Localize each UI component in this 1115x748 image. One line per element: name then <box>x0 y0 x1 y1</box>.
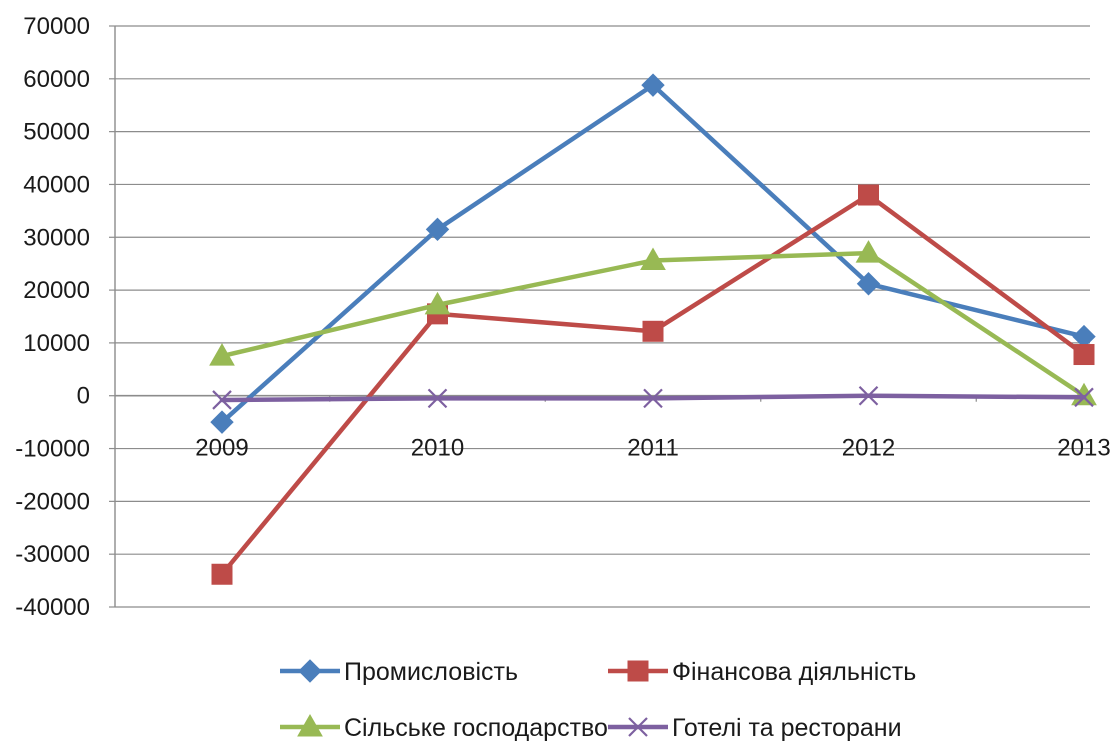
data-point-marker <box>209 343 235 366</box>
x-tick-label: 2010 <box>411 435 464 462</box>
data-point-marker <box>210 410 234 434</box>
data-point-marker <box>1071 382 1097 406</box>
x-tick-label: 2009 <box>195 435 248 462</box>
y-tick-label: 50000 <box>23 119 90 146</box>
legend-label: Сільське господарство <box>344 714 608 742</box>
data-point-marker <box>858 385 879 406</box>
data-point-marker <box>640 247 666 271</box>
data-point-marker <box>211 563 233 585</box>
legend-swatch-marker <box>627 660 649 682</box>
data-point-marker <box>424 291 451 315</box>
y-tick-label: 20000 <box>23 277 90 304</box>
y-tick-label: -10000 <box>15 436 90 463</box>
y-tick-label: 0 <box>77 383 90 410</box>
grid-lines <box>115 25 1090 608</box>
data-point-marker <box>641 73 665 97</box>
axes <box>109 25 1090 608</box>
legend-swatch-marker <box>297 713 323 737</box>
y-tick-label: 40000 <box>23 171 90 198</box>
y-tick-label: 30000 <box>23 224 90 251</box>
y-tick-label: 10000 <box>23 330 90 357</box>
data-point-marker <box>643 388 663 409</box>
y-tick-label: 70000 <box>23 13 90 40</box>
data-point-marker <box>855 240 882 263</box>
y-tick-label: -30000 <box>15 541 90 568</box>
y-tick-label: -20000 <box>15 488 90 515</box>
series-2 <box>211 184 1095 585</box>
x-tick-label: 2011 <box>627 435 679 462</box>
legend: Промисловість Фінансова діяльність Сільськ… <box>280 658 916 742</box>
legend-label: Фінансова діяльність <box>672 658 916 686</box>
series-3 <box>209 240 1097 406</box>
x-tick-label: 2013 <box>1057 435 1110 462</box>
legend-label: Готелі та ресторани <box>672 714 902 742</box>
data-point-marker <box>858 184 879 206</box>
legend-item: Сільське господарство <box>280 713 608 742</box>
series-lines <box>209 73 1097 585</box>
legend-swatch-marker <box>298 659 322 683</box>
legend-item: Готелі та ресторани <box>608 714 902 742</box>
series-4 <box>212 385 1094 410</box>
data-point-marker <box>425 217 450 242</box>
legend-swatch-marker <box>628 717 648 737</box>
data-point-marker <box>856 272 881 296</box>
x-axis-tick-labels: 2009 2010 2011 2012 2013 <box>195 435 1110 462</box>
y-tick-label: -40000 <box>15 594 90 621</box>
legend-item: Фінансова діяльність <box>608 658 916 686</box>
legend-label: Промисловість <box>344 658 518 686</box>
data-point-marker <box>642 320 664 342</box>
data-point-marker <box>427 388 448 409</box>
data-point-marker <box>1074 387 1094 408</box>
x-tick-label: 2012 <box>842 435 895 462</box>
data-point-marker <box>1073 344 1095 366</box>
legend-item: Промисловість <box>280 658 518 686</box>
y-tick-label: 60000 <box>23 66 90 93</box>
y-axis-tick-labels: 70000 60000 50000 40000 30000 20000 10000 0 -100… <box>15 13 90 621</box>
data-point-marker <box>212 390 232 410</box>
